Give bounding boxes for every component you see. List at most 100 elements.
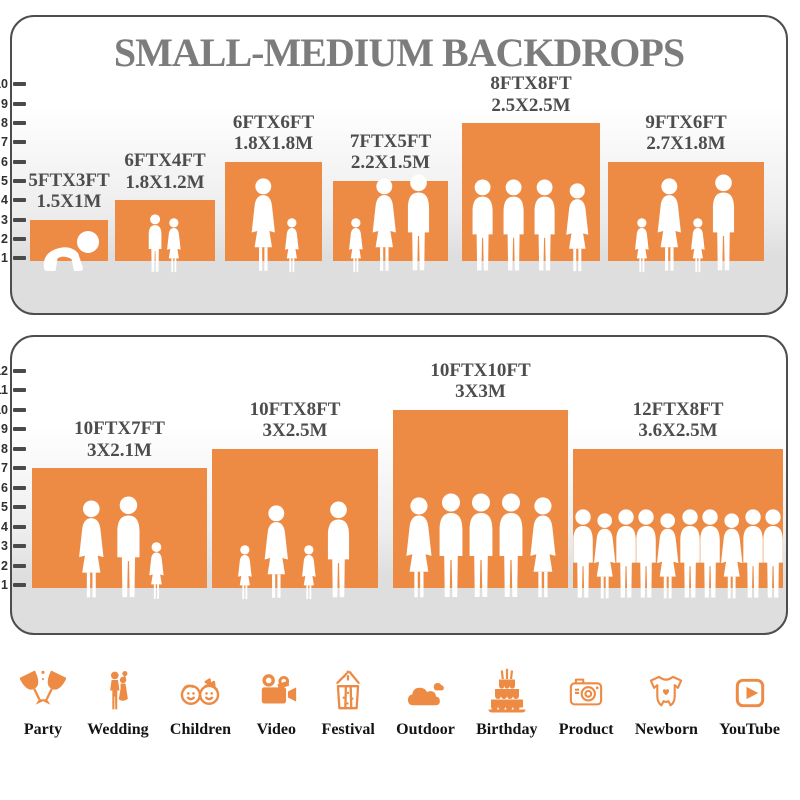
ruler-tick <box>13 485 26 490</box>
ruler-tick <box>13 427 26 432</box>
people-silhouettes <box>462 179 600 274</box>
category-label: Party <box>23 721 63 738</box>
size-m-label: 3X2.1M <box>87 439 152 461</box>
category-label: YouTube <box>719 721 780 738</box>
ruler-tick-label: 3 <box>1 539 8 554</box>
person-man-silhouette <box>439 493 462 597</box>
person-man-silhouette <box>679 509 700 598</box>
outdoor-icon <box>401 662 449 714</box>
ruler-tick-label: 10 <box>0 77 8 92</box>
ruler-tick-label: 9 <box>1 422 8 437</box>
backdrop-bar-label: 10FTX7FT 3X2.1M <box>74 418 165 461</box>
ruler-tick <box>13 140 26 145</box>
person-woman-silhouette <box>657 178 682 271</box>
person-man-silhouette <box>616 509 636 598</box>
person-man-silhouette <box>700 509 720 598</box>
person-woman-silhouette <box>372 178 396 271</box>
children-icon <box>176 662 224 714</box>
people-silhouettes <box>572 509 784 601</box>
category-label: Newborn <box>634 721 698 738</box>
size-m-label: 2.5X2.5M <box>491 94 571 116</box>
size-m-label: 1.8X1.8M <box>233 133 314 155</box>
size-m-label: 3.6X2.5M <box>638 420 718 442</box>
ruler-tick <box>13 178 26 183</box>
ruler-tick <box>13 388 26 393</box>
ruler-tick <box>13 82 26 87</box>
category-item: Newborn <box>635 662 698 739</box>
person-man-silhouette <box>572 509 593 598</box>
person-man-silhouette <box>534 179 555 271</box>
size-ft-label: 10FTX7FT <box>74 418 165 440</box>
people-silhouettes <box>30 228 108 274</box>
panel-small-backdrops: SMALL-MEDIUM BACKDROPS 1 2 3 4 5 6 7 8 9 10 5FTX3… <box>0 15 788 315</box>
backdrop-bar-label: 9FTX6FT 2.7X1.8M <box>645 112 726 155</box>
person-man-silhouette <box>743 509 763 598</box>
party-icon <box>20 662 66 714</box>
ruler-tick <box>13 466 26 471</box>
size-ft-label: 5FTX3FT <box>28 169 110 191</box>
ruler-tick-label: 9 <box>1 96 8 111</box>
product-icon <box>563 662 609 714</box>
page-title: SMALL-MEDIUM BACKDROPS <box>113 30 685 75</box>
category-label: Children <box>169 721 231 738</box>
ruler-tick <box>13 159 26 164</box>
ruler-tick-label: 4 <box>1 519 8 534</box>
person-girl-silhouette <box>301 545 316 600</box>
backdrop-bar-label: 7FTX5FT 2.2X1.5M <box>350 131 431 174</box>
ruler-tick-label: 6 <box>1 480 8 495</box>
person-girl-silhouette <box>634 218 649 273</box>
youtube-icon <box>729 662 771 714</box>
size-ft-label: 12FTX8FT <box>632 398 724 420</box>
person-woman-silhouette <box>79 500 104 598</box>
size-ft-label: 10FTX8FT <box>249 398 341 420</box>
panel-medium-backdrops: 123456789101112 10FTX7FT3X2.1M10FTX8FT3X… <box>0 335 788 635</box>
ruler-tick-label: 7 <box>1 135 8 150</box>
person-woman-silhouette <box>252 178 276 271</box>
person-girl-silhouette <box>348 218 363 273</box>
category-item: Birthday <box>476 662 537 739</box>
person-man-silhouette <box>499 493 522 597</box>
category-item: Product <box>559 662 614 739</box>
ruler-tick-label: 4 <box>1 193 8 208</box>
size-m-label: 1.8X1.2M <box>125 171 205 193</box>
ruler-tick <box>13 583 26 588</box>
people-silhouettes <box>225 178 322 274</box>
ruler-tick-label: 7 <box>1 461 8 476</box>
person-man-silhouette <box>469 493 492 597</box>
size-m-label: 1.5X1M <box>36 191 102 213</box>
size-m-label: 3X3M <box>455 381 506 403</box>
category-label: Product <box>558 721 614 738</box>
person-man-silhouette <box>713 174 735 271</box>
ruler-tick-label: 11 <box>0 383 8 398</box>
person-man-silhouette <box>408 174 430 271</box>
ruler-tick <box>13 368 26 373</box>
size-m-label: 2.7X1.8M <box>646 133 726 155</box>
ruler-tick-label: 3 <box>1 212 8 227</box>
person-woman-silhouette <box>529 497 556 598</box>
ruler-tick-label: 10 <box>0 402 8 417</box>
backdrop-bar <box>115 200 215 261</box>
people-silhouettes <box>393 493 568 601</box>
category-item: Festival <box>322 662 375 739</box>
ruler-tick <box>13 446 26 451</box>
person-woman-silhouette <box>264 505 289 598</box>
category-label: Birthday <box>476 721 538 738</box>
ruler-tick <box>13 121 26 125</box>
person-girl-silhouette <box>149 542 164 600</box>
ruler-tick <box>13 101 26 106</box>
size-m-label: 2.2X1.5M <box>350 152 431 174</box>
backdrop-bar-label: 5FTX3FT 1.5X1M <box>28 170 109 213</box>
category-item: YouTube <box>719 662 780 739</box>
size-m-label: 3X2.5M <box>262 420 328 442</box>
ruler-tick <box>13 236 26 241</box>
person-man-silhouette <box>472 179 493 271</box>
ruler-tick-label: 12 <box>0 363 8 378</box>
category-item: Wedding <box>87 662 149 739</box>
size-ft-label: 9FTX6FT <box>645 111 727 133</box>
category-label: Video <box>256 721 296 738</box>
person-man-silhouette <box>503 179 524 271</box>
video-icon <box>252 662 300 714</box>
size-ft-label: 8FTX8FT <box>490 73 572 95</box>
category-item: Children <box>170 662 231 739</box>
